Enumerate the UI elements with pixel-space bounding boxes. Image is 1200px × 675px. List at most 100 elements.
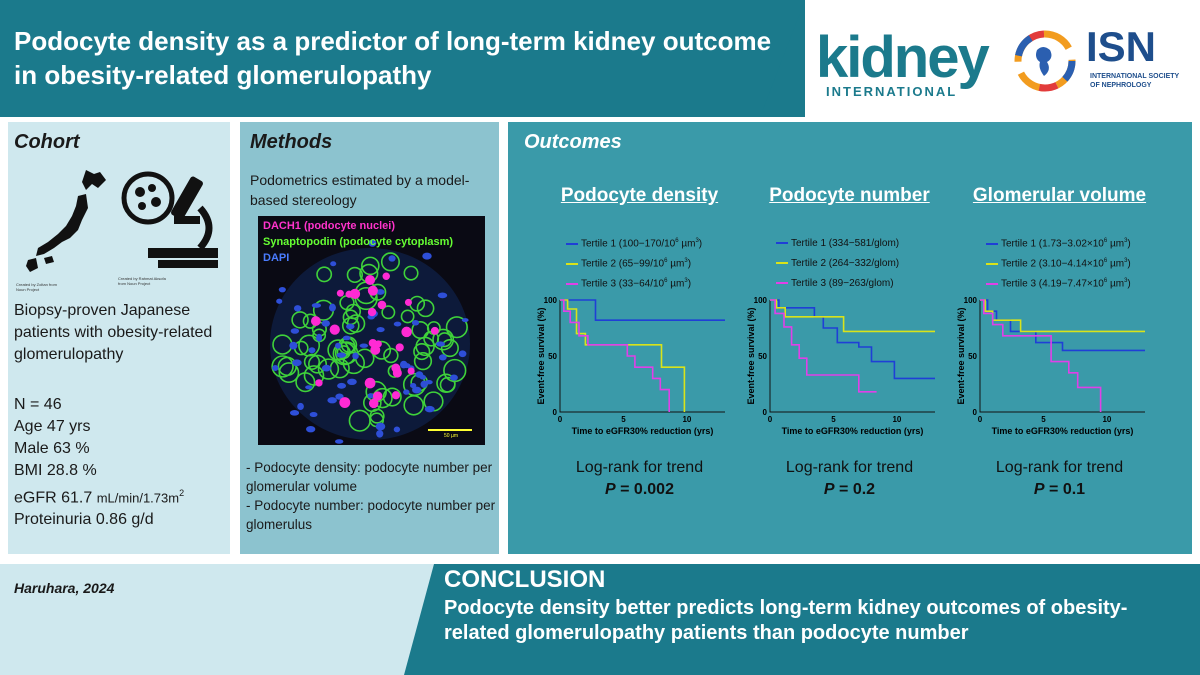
y-axis-label: Event-free survival (%) [956, 307, 966, 404]
axes [559, 300, 725, 413]
isn-logo-sub: INTERNATIONAL SOCIETY OF NEPHROLOGY [1090, 73, 1180, 89]
x-tick-label: 0 [768, 415, 773, 424]
x-axis-label: Time to eGFR30% reduction (yrs) [572, 426, 714, 436]
y-axis-label: Event-free survival (%) [746, 307, 756, 404]
note-podocyte-density: - Podocyte density: podocyte number per … [246, 460, 493, 494]
legend-swatch [566, 262, 578, 265]
cohort-stats: N = 46 Age 47 yrs Male 63 % BMI 28.8 % e… [14, 394, 234, 531]
stat-proteinuria: Proteinuria 0.86 g/d [14, 511, 154, 529]
stat-egfr: eGFR 61.7 mL/min/1.73m2 [14, 488, 185, 507]
p-value: P = 0.002 [605, 481, 674, 498]
x-tick-label: 10 [682, 415, 691, 424]
kidney-international-logo: kidney [816, 25, 990, 90]
chart-title: Podocyte number [769, 185, 930, 206]
legend-entry: Tertile 1 (1.73−3.02×106 µm3) [986, 238, 1131, 249]
japan-map-credit: Created by Zoltan from Noun Project [16, 282, 57, 292]
p-value: P = 0.1 [1033, 481, 1086, 498]
isn-logo-text: ISN [1086, 23, 1157, 70]
stat-n: N = 46 [14, 396, 62, 413]
conclusion-heading: CONCLUSION [444, 566, 606, 593]
x-axis-label: Time to eGFR30% reduction (yrs) [782, 426, 924, 436]
author-citation: Haruhara, 2024 [14, 580, 115, 596]
kidney-international-logo-sub: INTERNATIONAL [826, 84, 958, 99]
survival-curve-tertile-1 [980, 299, 1145, 352]
logrank-label: Log-rank for trend [995, 459, 1124, 476]
x-axis-label: Time to eGFR30% reduction (yrs) [992, 426, 1134, 436]
label-synaptopodin: Synaptopodin (podocyte cytoplasm) [263, 236, 454, 248]
y-tick-label: 0 [553, 408, 558, 417]
logrank-label: Log-rank for trend [575, 459, 704, 476]
survival-curve-tertile-2 [560, 299, 686, 412]
logrank-result: Log-rank for trend P = 0.1 [952, 457, 1167, 501]
legend-swatch [566, 282, 578, 285]
label-dapi: DAPI [263, 252, 290, 264]
isn-globe-icon [1014, 30, 1076, 92]
survival-curve-tertile-2 [980, 299, 1145, 333]
km-chart-1: Podocyte density Tertile 1 (100−170/106 µ… [532, 180, 747, 510]
x-tick-label: 0 [558, 415, 563, 424]
legend-swatch [776, 282, 788, 285]
outcomes-panel [508, 122, 1192, 554]
legend-entry: Tertile 3 (33−64/106 µm3) [566, 278, 691, 289]
km-chart-2: Podocyte number Tertile 1 (334−581/glom) T… [742, 180, 957, 510]
x-tick-label: 10 [892, 415, 901, 424]
legend-entry: Tertile 3 (4.19−7.47×106 µm3) [986, 278, 1131, 289]
japan-map-icon [26, 170, 106, 272]
legend-swatch [986, 242, 998, 245]
legend-entry: Tertile 3 (89−263/glom) [776, 278, 894, 289]
chart-title: Podocyte density [560, 185, 719, 206]
y-tick-label: 50 [968, 352, 977, 361]
stat-male: Male 63 % [14, 440, 90, 457]
microscope-credit: Created by Rahmat Aksofa from Noun Proje… [118, 276, 166, 286]
p-value: P = 0.2 [823, 481, 876, 498]
methods-notes: - Podocyte density: podocyte number per … [246, 458, 496, 534]
survival-curve-tertile-1 [560, 299, 725, 321]
note-podocyte-number: - Podocyte number: podocyte number per g… [246, 498, 496, 532]
microscope-icon [121, 171, 218, 268]
x-tick-label: 5 [1041, 415, 1046, 424]
survival-curve-tertile-3 [560, 299, 670, 412]
survival-curve-tertile-1 [770, 299, 935, 380]
legend-entry: Tertile 2 (264−332/glom) [776, 258, 899, 269]
y-tick-label: 0 [763, 408, 768, 417]
y-axis-label: Event-free survival (%) [536, 307, 546, 404]
outcomes-heading: Outcomes [524, 131, 622, 153]
x-tick-label: 5 [621, 415, 626, 424]
footer-notch [404, 564, 434, 675]
header-banner [0, 0, 805, 117]
legend-swatch [776, 242, 788, 245]
survival-curve-tertile-3 [770, 299, 877, 393]
stat-age: Age 47 yrs [14, 418, 91, 435]
legend-entry: Tertile 1 (334−581/glom) [776, 238, 899, 249]
chart-title: Glomerular volume [972, 185, 1147, 206]
page-title: Podocyte density as a predictor of long-… [14, 26, 772, 90]
glomerulus-micrograph: DACH1 (podocyte nuclei) Synaptopodin (po… [258, 216, 485, 445]
legend-entry: Tertile 2 (65−99/106 µm3) [566, 258, 691, 269]
y-tick-label: 50 [548, 352, 557, 361]
conclusion-banner [404, 564, 1200, 675]
legend-entry: Tertile 2 (3.10−4.14×106 µm3) [986, 258, 1131, 269]
km-chart-3: Glomerular volume Tertile 1 (1.73−3.02×10… [952, 180, 1167, 510]
legend-swatch [566, 242, 578, 245]
label-dach1: DACH1 (podocyte nuclei) [263, 220, 396, 232]
y-tick-label: 0 [973, 408, 978, 417]
logrank-result: Log-rank for trend P = 0.002 [532, 457, 747, 501]
conclusion-text: Podocyte density better predicts long-te… [444, 597, 1128, 644]
legend-swatch [986, 282, 998, 285]
y-tick-label: 100 [754, 296, 768, 305]
y-tick-label: 100 [544, 296, 558, 305]
footer-left [0, 564, 430, 675]
cohort-heading: Cohort [14, 131, 80, 153]
logrank-result: Log-rank for trend P = 0.2 [742, 457, 957, 501]
axes [769, 300, 935, 413]
header-notch [760, 0, 805, 117]
scale-bar-label: 50 µm [444, 433, 458, 439]
y-tick-label: 50 [758, 352, 767, 361]
micrograph-image [270, 239, 472, 444]
axes [979, 300, 1145, 413]
y-tick-label: 100 [964, 296, 978, 305]
x-tick-label: 5 [831, 415, 836, 424]
survival-curve-tertile-2 [770, 299, 935, 333]
